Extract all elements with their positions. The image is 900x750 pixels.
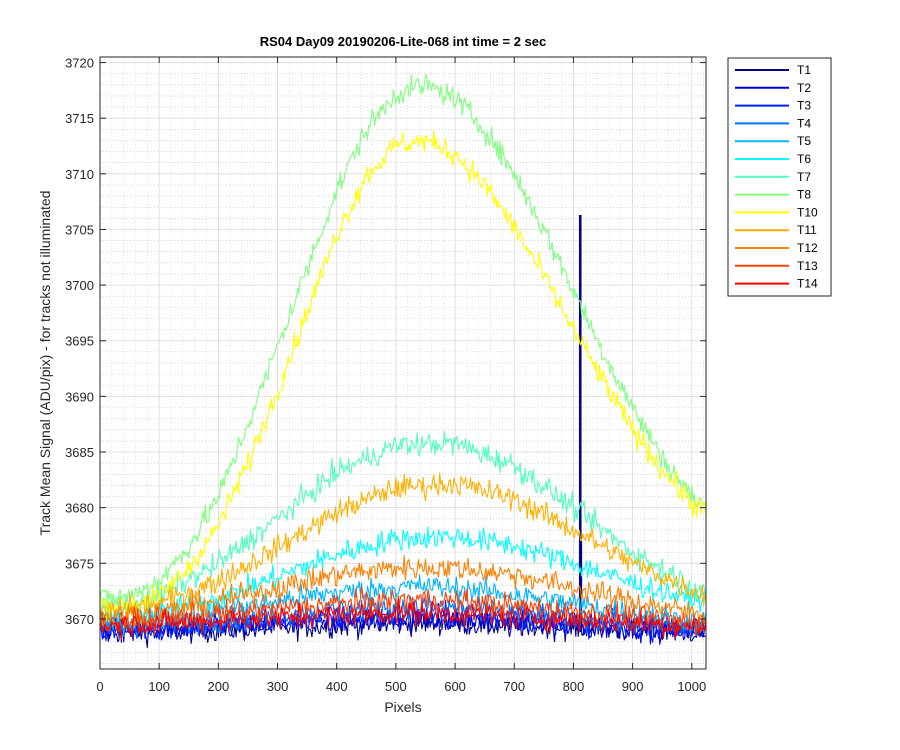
x-tick-label: 800 [563, 679, 585, 694]
legend-label-t4: T4 [797, 116, 811, 130]
plot-frame [99, 56, 707, 670]
series-line-t6 [100, 526, 706, 627]
y-tick-label: 3710 [65, 167, 94, 182]
series-line-t12 [100, 554, 706, 630]
y-tick-label: 3675 [65, 556, 94, 571]
y-tick-label: 3700 [65, 278, 94, 293]
legend-label-t5: T5 [797, 134, 811, 148]
x-tick-label: 500 [385, 679, 407, 694]
legend-label-t6: T6 [797, 152, 811, 166]
x-tick-label: 100 [148, 679, 170, 694]
legend-label-t7: T7 [797, 170, 811, 184]
y-axis-title: Track Mean Signal (ADU/pix) - for tracks… [37, 191, 53, 536]
x-tick-label: 400 [326, 679, 348, 694]
series-line-t8 [100, 73, 706, 608]
y-tick-label: 3695 [65, 334, 94, 349]
series-line-t11 [100, 472, 706, 619]
series-line-t7 [100, 430, 706, 622]
x-tick-label: 600 [444, 679, 466, 694]
y-tick-label: 3720 [65, 56, 94, 71]
legend-label-t8: T8 [797, 188, 811, 202]
y-axis: 3670 3675 3680 3685 3690 3695 3700 3705 3710 3715… [65, 56, 706, 627]
legend-label-t14: T14 [797, 277, 818, 291]
chart-title: RS04 Day09 20190206-Lite-068 int time = … [260, 34, 547, 49]
x-axis-title: Pixels [384, 699, 421, 715]
y-tick-label: 3670 [65, 612, 94, 627]
series-line-t10 [100, 129, 706, 623]
legend-label-t3: T3 [797, 99, 811, 113]
legend: T1 T2 T3 T4 T5 T6 T7 T8 T10 T11 T12 T13 T14 [727, 57, 832, 297]
x-tick-label: 200 [208, 679, 230, 694]
y-tick-label: 3680 [65, 501, 94, 516]
legend-label-t12: T12 [797, 241, 818, 255]
x-tick-label: 300 [267, 679, 289, 694]
legend-label-t1: T1 [797, 63, 811, 77]
legend-label-t2: T2 [797, 81, 811, 95]
y-tick-label: 3705 [65, 222, 94, 237]
x-tick-label: 0 [96, 679, 103, 694]
y-tick-label: 3715 [65, 111, 94, 126]
legend-label-t10: T10 [797, 205, 818, 219]
x-tick-label: 1000 [677, 679, 706, 694]
x-tick-label: 700 [503, 679, 525, 694]
x-axis: 0 100 200 300 400 500 600 700 800 900 1000 [96, 57, 706, 694]
legend-label-t11: T11 [797, 223, 817, 237]
legend-label-t13: T13 [797, 259, 818, 273]
series-layer [100, 73, 706, 649]
x-tick-label: 900 [622, 679, 644, 694]
y-tick-label: 3685 [65, 445, 94, 460]
y-tick-label: 3690 [65, 389, 94, 404]
series-line-t14 [100, 598, 706, 640]
